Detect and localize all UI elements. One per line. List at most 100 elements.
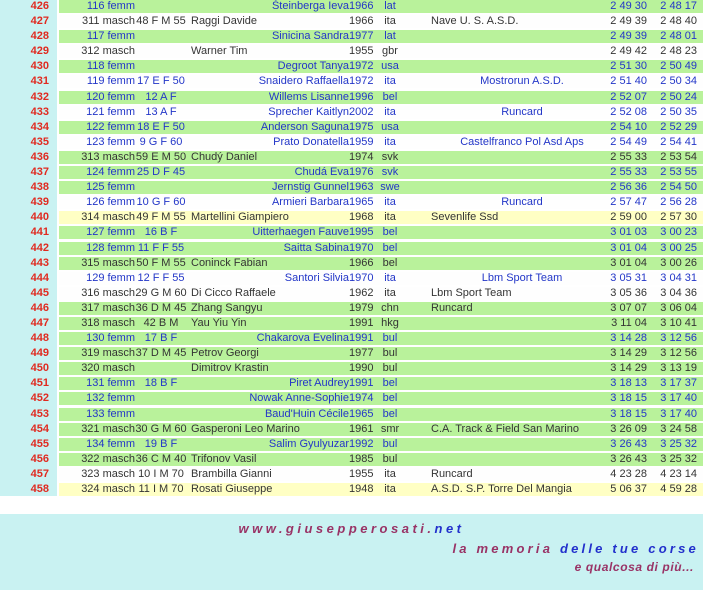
overall-rank-cell: 445 — [30, 286, 49, 299]
overall-rank-cell: 426 — [30, 0, 49, 12]
athlete-name-cell: Santori Silvia — [284, 271, 349, 284]
category-cell: 10 I M 70 — [138, 467, 184, 480]
result-row: 444 129 femm 12 F F 55 Santori Silvia 19… — [0, 271, 703, 285]
row-band: 120 femm 12 A F Willems Lisanne 1996 bel… — [59, 90, 703, 104]
result-row: 448 130 femm 17 B F Chakarova Evelina 19… — [0, 332, 703, 346]
nationality-cell: ita — [384, 196, 396, 209]
category-cell — [135, 60, 187, 73]
athlete-name-cell: Armieri Barbara — [271, 196, 349, 209]
overall-rank-cell: 444 — [30, 271, 49, 284]
real-time-cell: 3 00 23 — [660, 226, 697, 239]
birth-year-cell: 1991 — [349, 316, 374, 329]
result-row: 437 124 femm 25 D F 45 Chudá Eva 1976 sv… — [0, 166, 703, 180]
official-time-cell: 3 26 09 — [610, 422, 647, 435]
gender-rank-cell: 129 femm — [86, 271, 135, 284]
result-row: 426 116 femm Šteinberga Ieva 1966 lat 2 … — [0, 0, 703, 13]
row-band: 323 masch 10 I M 70 Brambilla Gianni 195… — [59, 467, 703, 481]
row-band: 124 femm 25 D F 45 Chudá Eva 1976 svk 2 … — [59, 166, 703, 180]
nationality-cell: swe — [380, 181, 400, 194]
overall-rank-cell: 428 — [30, 30, 49, 43]
team-cell — [408, 453, 600, 466]
category-cell — [135, 362, 187, 375]
official-time-cell: 3 01 04 — [610, 256, 647, 269]
official-time-cell: 3 18 15 — [610, 407, 647, 420]
results-table: 426 116 femm Šteinberga Ieva 1966 lat 2 … — [0, 0, 703, 496]
nationality-cell: ita — [384, 467, 396, 480]
result-row: 431 119 femm 17 E F 50 Snaidero Raffaell… — [0, 75, 703, 89]
category-cell: 18 B F — [144, 377, 178, 390]
result-row: 455 134 femm 19 B F Salim Gyulyuzar 1992… — [0, 437, 703, 451]
category-cell — [135, 30, 187, 43]
result-row: 427 311 masch 48 F M 55 Raggi Davide 196… — [0, 15, 703, 29]
nationality-cell: usa — [381, 60, 399, 73]
athlete-name-cell: Prato Donatella — [273, 135, 349, 148]
athlete-name-cell: Nowak Anne-Sophie — [249, 392, 349, 405]
team-cell — [408, 151, 600, 164]
birth-year-cell: 1965 — [349, 407, 374, 420]
category-cell: 18 E F 50 — [137, 120, 185, 133]
athlete-name-cell: Rosati Giuseppe — [191, 483, 273, 495]
overall-rank-cell: 456 — [30, 452, 49, 465]
official-time-cell: 3 01 03 — [610, 226, 647, 239]
row-band: 317 masch 36 D M 45 Zhang Sangyu 1979 ch… — [59, 301, 703, 315]
category-cell: 12 A F — [145, 90, 177, 103]
category-cell: 16 B F — [144, 226, 178, 239]
gender-rank-cell: 319 masch — [81, 347, 135, 360]
real-time-cell: 2 50 49 — [660, 60, 697, 73]
real-time-cell: 3 12 56 — [660, 332, 697, 345]
overall-rank-cell: 442 — [30, 241, 49, 254]
gender-rank-cell: 130 femm — [86, 332, 135, 345]
nationality-cell: ita — [384, 135, 396, 148]
website-url-link[interactable]: www.giusepperosati.net — [0, 521, 703, 536]
category-cell: 17 E F 50 — [137, 75, 185, 88]
nationality-cell: hkg — [381, 316, 399, 329]
team-cell: Runcard — [501, 105, 543, 118]
result-row: 457 323 masch 10 I M 70 Brambilla Gianni… — [0, 467, 703, 481]
team-cell — [408, 181, 600, 194]
result-row: 442 128 femm 11 F F 55 Saitta Sabina 197… — [0, 241, 703, 255]
site-footer-banner: www.giusepperosati.net la memoria delle … — [0, 514, 703, 590]
row-band: 125 femm Jernstig Gunnel 1963 swe 2 56 3… — [59, 181, 703, 195]
team-cell: Castelfranco Pol Asd Aps — [460, 135, 584, 148]
team-cell — [408, 0, 600, 13]
real-time-cell: 2 48 01 — [660, 30, 697, 43]
nationality-cell: ita — [384, 75, 396, 88]
result-row: 443 315 masch 50 F M 55 Coninck Fabian 1… — [0, 256, 703, 270]
result-row: 439 126 femm 10 G F 60 Armieri Barbara 1… — [0, 196, 703, 210]
birth-year-cell: 1991 — [349, 332, 374, 345]
real-time-cell: 2 57 30 — [660, 211, 697, 224]
official-time-cell: 2 56 36 — [610, 181, 647, 194]
real-time-cell: 4 59 28 — [660, 483, 697, 495]
category-cell — [135, 45, 187, 58]
tagline-part-1: la memoria — [452, 541, 554, 556]
team-cell — [408, 392, 600, 405]
athlete-name-cell: Zhang Sangyu — [191, 301, 263, 314]
athlete-name-cell: Raggi Davide — [191, 15, 258, 28]
overall-rank-cell: 446 — [30, 301, 49, 314]
overall-rank-cell: 448 — [30, 332, 49, 345]
overall-rank-cell: 440 — [30, 211, 49, 224]
category-cell — [135, 0, 187, 13]
official-time-cell: 2 55 33 — [610, 150, 647, 163]
real-time-cell: 3 25 32 — [660, 452, 697, 465]
team-cell: C.A. Track & Field San Marino — [431, 422, 579, 435]
official-time-cell: 2 57 47 — [610, 196, 647, 209]
athlete-name-cell: Snaidero Raffaella — [258, 75, 349, 88]
category-cell — [135, 181, 187, 194]
team-cell: Runcard — [431, 467, 473, 480]
team-cell — [408, 332, 600, 345]
overall-rank-cell: 455 — [30, 437, 49, 450]
athlete-name-cell: Jernstig Gunnel — [271, 181, 349, 194]
team-cell — [408, 91, 600, 104]
nationality-cell: ita — [384, 286, 396, 299]
athlete-name-cell: Petrov Georgi — [191, 347, 259, 360]
row-band: 122 femm 18 E F 50 Anderson Saguna 1975 … — [59, 120, 703, 134]
gender-rank-cell: 318 masch — [81, 316, 135, 329]
birth-year-cell: 1966 — [349, 0, 374, 12]
birth-year-cell: 1974 — [349, 150, 374, 163]
result-row: 436 313 masch 59 E M 50 Chudý Daniel 197… — [0, 150, 703, 164]
team-cell: Runcard — [501, 196, 543, 209]
overall-rank-cell: 435 — [30, 135, 49, 148]
category-cell: 36 C M 40 — [135, 452, 187, 465]
overall-rank-cell: 433 — [30, 105, 49, 118]
